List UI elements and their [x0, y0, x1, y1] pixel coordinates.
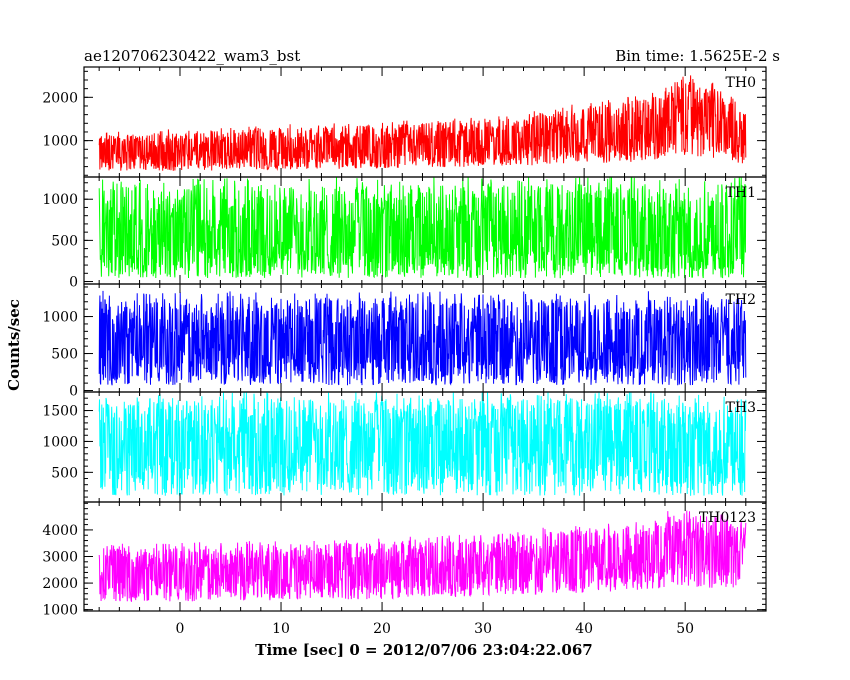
x-tick-label: 10	[272, 621, 290, 637]
panel-label: TH2	[726, 292, 756, 308]
series-line-th0	[98, 75, 747, 171]
y-tick-label: 500	[51, 347, 78, 363]
x-axis: 0 10 20 30 40 50	[176, 621, 695, 637]
x-tick-label: 20	[373, 621, 391, 637]
panel-label: TH1	[726, 185, 756, 201]
series-line-th3	[98, 391, 747, 496]
y-axis-label: Counts/sec	[5, 299, 23, 391]
y-tick-label: 3000	[42, 550, 78, 566]
y-tick-label: 2000	[42, 90, 78, 106]
y-tick-label: 500	[51, 233, 78, 249]
series-line-th0123	[98, 510, 747, 602]
y-tick-label: 4000	[42, 523, 78, 539]
y-tick-label: 0	[69, 275, 78, 291]
y-tick-label: 500	[51, 465, 78, 481]
panel-th0: 1000 2000 TH0	[42, 66, 767, 178]
panel-th0123: 1000 2000 3000 4000 TH0123	[42, 501, 767, 619]
series-line-th2	[98, 290, 747, 386]
panel-th1: 0 500 1000 TH1	[42, 176, 767, 291]
panels-group: 1000 2000 TH0 0 500 1000 TH1 0 500 1000 TH2 500 1000…	[42, 66, 767, 619]
x-tick-label: 30	[474, 621, 492, 637]
x-tick-label: 0	[176, 621, 185, 637]
panel-label: TH3	[726, 400, 756, 416]
panel-label: TH0123	[699, 510, 756, 526]
panel-th2: 0 500 1000 TH2	[42, 283, 767, 400]
y-tick-label: 0	[69, 384, 78, 400]
y-tick-label: 1000	[42, 192, 78, 208]
x-tick-label: 50	[676, 621, 694, 637]
y-tick-label: 1000	[42, 434, 78, 450]
y-tick-label: 1500	[42, 404, 78, 420]
panel-th3: 500 1000 1500 TH3	[42, 391, 767, 503]
panel-label: TH0	[726, 75, 756, 91]
y-tick-label: 2000	[42, 576, 78, 592]
x-tick-label: 40	[575, 621, 593, 637]
series-line-th1	[98, 176, 747, 279]
x-axis-label: Time [sec] 0 = 2012/07/06 23:04:22.067	[255, 641, 592, 659]
chart-title-right: Bin time: 1.5625E-2 s	[615, 47, 780, 65]
y-tick-label: 1000	[42, 603, 78, 619]
chart-title-left: ae120706230422_wam3_bst	[84, 47, 300, 65]
y-tick-label: 1000	[42, 310, 78, 326]
y-tick-label: 1000	[42, 134, 78, 150]
